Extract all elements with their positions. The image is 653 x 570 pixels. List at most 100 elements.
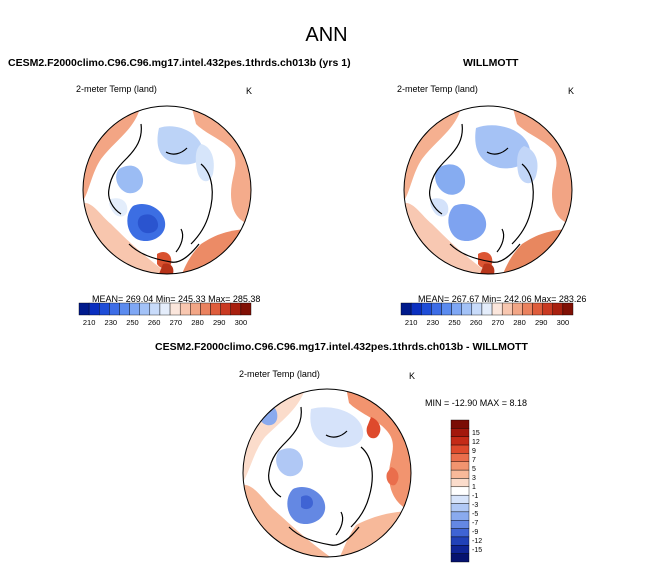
colorbar-tick-label: 12: [472, 439, 480, 446]
colorbar-tick-label: 260: [148, 318, 161, 327]
diff-units-label: K: [409, 371, 416, 381]
colorbar-tick-label: 280: [513, 318, 526, 327]
colorbar-tick-label: 9: [472, 448, 476, 455]
colorbar-swatch: [461, 302, 473, 316]
model-case-title: CESM2.F2000climo.C96.C96.mg17.intel.432p…: [8, 57, 351, 69]
colorbar-swatch: [230, 302, 242, 316]
colorbar-swatch: [450, 536, 470, 546]
diff-polar-map: [242, 388, 412, 558]
colorbar-swatch: [149, 302, 161, 316]
diff-stats: MIN = -12.90 MAX = 8.18: [425, 398, 528, 408]
colorbar-tick-label: 260: [470, 318, 483, 327]
model-stats: MEAN= 269.04 Min= 245.33 Max= 285.38: [92, 294, 261, 304]
colorbar-swatch: [481, 302, 493, 316]
colorbar-swatch: [532, 302, 543, 316]
obs-case-title: WILLMOTT: [463, 57, 519, 69]
colorbar-swatch: [200, 302, 211, 316]
colorbar-swatch: [450, 469, 470, 479]
colorbar-tick-label: -1: [472, 493, 478, 500]
colorbar-tick-label: 3: [472, 475, 476, 482]
colorbar-tick-label: -3: [472, 502, 478, 509]
colorbar-tick-label: 7: [472, 457, 476, 464]
colorbar-swatch: [210, 302, 221, 316]
obs-variable-label: 2-meter Temp (land): [397, 84, 478, 94]
colorbar-swatch: [542, 302, 553, 316]
colorbar-tick-label: -9: [472, 529, 478, 536]
colorbar-swatch: [190, 302, 201, 316]
obs-polar-map: [403, 105, 573, 275]
diff-colorbar: 15 12 9 7 5 3 1 -1 -3 -5 -7 -9 -12 -15: [450, 419, 482, 563]
diff-variable-label: 2-meter Temp (land): [239, 369, 320, 379]
colorbar-swatch: [99, 302, 110, 316]
colorbar-swatch: [552, 302, 564, 316]
colorbar-swatch: [450, 494, 470, 504]
colorbar-swatch: [450, 436, 470, 446]
colorbar-tick-label: 230: [427, 318, 440, 327]
colorbar-swatch: [471, 302, 483, 316]
model-variable-label: 2-meter Temp (land): [76, 84, 157, 94]
colorbar-swatch: [450, 419, 470, 429]
colorbar-tick-label: 230: [105, 318, 118, 327]
colorbar-swatch: [421, 302, 432, 316]
colorbar-swatch: [501, 302, 513, 316]
colorbar-swatch: [109, 302, 120, 316]
colorbar-tick-label: -15: [472, 547, 482, 554]
colorbar-swatch: [450, 545, 470, 554]
colorbar-tick-label: 300: [557, 318, 570, 327]
model-units-label: K: [246, 86, 253, 96]
colorbar-swatch: [562, 302, 574, 316]
colorbar-swatch: [119, 302, 130, 316]
colorbar-tick-label: 5: [472, 466, 476, 473]
colorbar-tick-label: 270: [170, 318, 183, 327]
colorbar-swatch: [441, 302, 452, 316]
colorbar-swatch: [450, 444, 470, 454]
colorbar-swatch: [129, 302, 140, 316]
colorbar-swatch: [220, 302, 231, 316]
colorbar-swatch: [400, 302, 412, 316]
colorbar-tick-label: -5: [472, 511, 478, 518]
colorbar-swatch: [450, 453, 470, 462]
colorbar-tick-label: 15: [472, 430, 480, 437]
colorbar-tick-label: 250: [126, 318, 139, 327]
colorbar-tick-label: 300: [235, 318, 248, 327]
colorbar-swatch: [410, 302, 422, 316]
obs-stats: MEAN= 267.67 Min= 242.06 Max= 283.26: [418, 294, 587, 304]
colorbar-swatch: [159, 302, 171, 316]
colorbar-swatch: [240, 302, 252, 316]
colorbar-swatch: [169, 302, 181, 316]
colorbar-swatch: [450, 486, 470, 496]
colorbar-swatch: [450, 478, 470, 488]
colorbar-swatch: [450, 461, 470, 471]
colorbar-tick-label: 250: [448, 318, 461, 327]
colorbar-tick-label: -7: [472, 520, 478, 527]
colorbar-swatch: [88, 302, 100, 316]
colorbar-swatch: [450, 553, 470, 563]
colorbar-tick-label: 290: [535, 318, 548, 327]
colorbar-swatch: [512, 302, 523, 316]
colorbar-tick-label: -12: [472, 538, 482, 545]
colorbar-swatch: [450, 511, 470, 521]
colorbar-swatch: [139, 302, 151, 316]
colorbar-swatch: [450, 528, 470, 538]
obs-units-label: K: [568, 86, 575, 96]
colorbar-swatch: [78, 302, 90, 316]
colorbar-tick-label: 210: [405, 318, 418, 327]
colorbar-swatch: [450, 428, 470, 437]
colorbar-swatch: [451, 302, 462, 316]
colorbar-tick-label: 280: [191, 318, 204, 327]
colorbar-swatch: [179, 302, 191, 316]
colorbar-swatch: [450, 520, 470, 529]
diff-case-title: CESM2.F2000climo.C96.C96.mg17.intel.432p…: [155, 341, 528, 353]
colorbar-swatch: [431, 302, 442, 316]
colorbar-swatch: [450, 503, 470, 513]
model-colorbar: 210 230 250 260 270 280 290 300: [78, 302, 252, 327]
colorbar-swatch: [522, 302, 533, 316]
colorbar-tick-label: 1: [472, 484, 476, 491]
model-polar-map: [82, 105, 252, 275]
colorbar-swatch: [491, 302, 503, 316]
figure-title: ANN: [305, 24, 348, 46]
colorbar-tick-label: 290: [213, 318, 226, 327]
colorbar-tick-label: 210: [83, 318, 96, 327]
obs-colorbar: 210 230 250 260 270 280 290 300: [400, 302, 574, 327]
colorbar-tick-label: 270: [492, 318, 505, 327]
